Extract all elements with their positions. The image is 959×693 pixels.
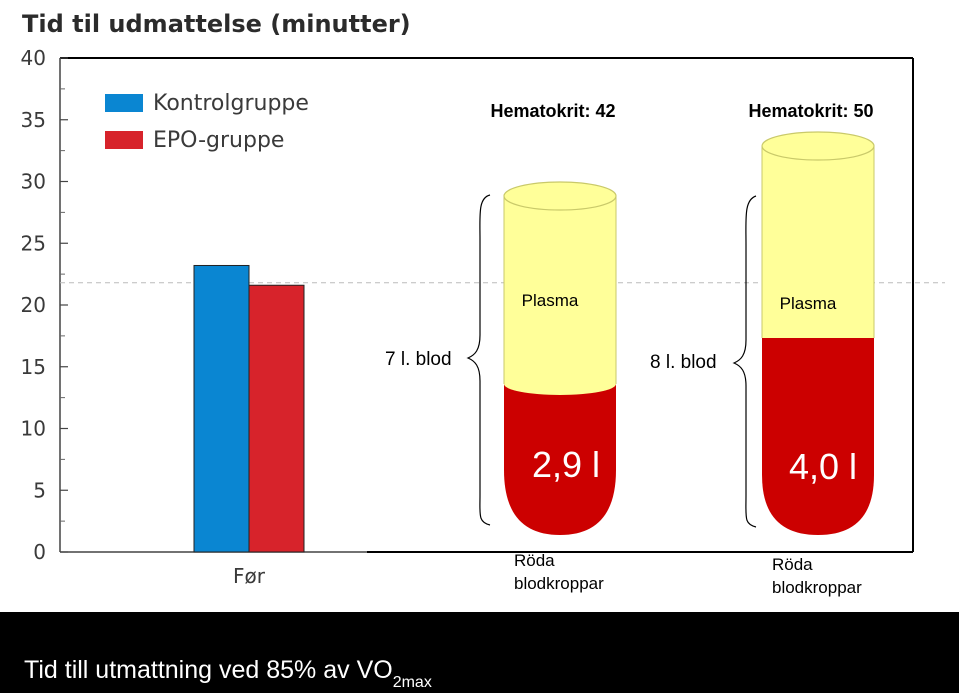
bar-epo-gruppe	[248, 284, 305, 553]
tube2-rbc-label-line2: blodkroppar	[772, 578, 862, 597]
tube1-blood-label: 7 l. blod	[385, 349, 452, 370]
caption-subscript: 2max	[392, 674, 432, 691]
bar-kontrolgruppe	[193, 264, 250, 553]
caption-text: Tid till utmattning ved 85% av VO	[24, 656, 393, 684]
y-tick-label: 40	[21, 46, 46, 70]
tube1-rbc	[504, 384, 616, 535]
y-tick-label: 5	[33, 478, 46, 502]
y-tick-label: 30	[21, 170, 46, 194]
tube2-blood-label: 8 l. blod	[650, 352, 717, 373]
tube2-top	[761, 131, 875, 161]
y-tick-label: 25	[21, 231, 46, 255]
tube2-rbc-label-line1: Röda	[772, 555, 813, 574]
slide-canvas: Tid til udmattelse (minutter) 0 5 10 15 20 25…	[0, 0, 959, 612]
legend-swatch-epo-gruppe	[105, 131, 143, 149]
y-tick-label: 15	[21, 355, 46, 379]
tube1-plasma	[504, 196, 616, 384]
chart-title: Tid til udmattelse (minutter)	[22, 10, 411, 38]
tube2-brace	[732, 195, 757, 528]
x-tick-label: Før	[233, 564, 266, 588]
legend-label-kontrolgruppe: Kontrolgruppe	[153, 91, 309, 116]
tube2-header: Hematokrit: 50	[748, 101, 873, 121]
chart-graphic: Tid til udmattelse (minutter) 0 5 10 15 20 25…	[21, 10, 945, 597]
tube2-rbc	[762, 338, 874, 535]
slide-caption: Tid till utmattning ved 85% av VO2max	[24, 656, 432, 692]
bar-group	[193, 264, 305, 553]
y-tick-label: 0	[33, 540, 46, 564]
y-axis-ticks: 0 5 10 15 20 25 30 35 40	[21, 46, 68, 564]
legend-swatch-kontrolgruppe	[105, 94, 143, 112]
tube1-rbc-label-line2: blodkroppar	[514, 574, 604, 593]
tube1-plasma-label: Plasma	[522, 291, 579, 310]
y-tick-label: 10	[21, 417, 46, 441]
tube2-plasma	[762, 146, 874, 338]
tube1-rbc-value: 2,9 l	[532, 444, 600, 485]
tube1-top	[503, 181, 617, 211]
tube1-rbc-label-line1: Röda	[514, 551, 555, 570]
y-tick-label: 35	[21, 108, 46, 132]
tube2-plasma-label: Plasma	[780, 294, 837, 313]
tube1-brace	[466, 194, 491, 526]
legend-label-epo-gruppe: EPO-gruppe	[153, 128, 284, 153]
tube2-rbc-value: 4,0 l	[789, 446, 857, 487]
tube1-header: Hematokrit: 42	[490, 101, 615, 121]
tube1-rbc-top	[504, 373, 616, 395]
y-tick-label: 20	[21, 293, 46, 317]
